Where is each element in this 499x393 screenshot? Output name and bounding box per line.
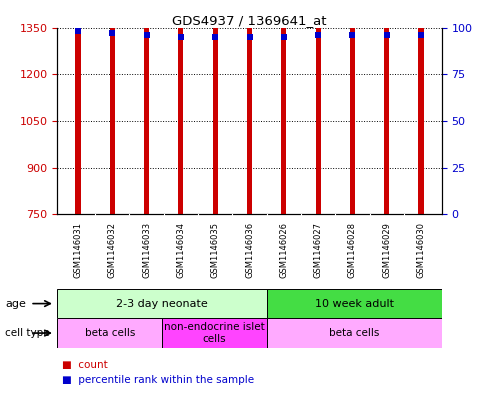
Text: GDS4937 / 1369641_at: GDS4937 / 1369641_at (172, 14, 327, 27)
Point (280, 34, 288, 40)
Text: 2-3 day neonate: 2-3 day neonate (116, 299, 208, 309)
Bar (350, 0, 355, 214)
Bar (281, 0, 286, 214)
Text: GSM1146026: GSM1146026 (279, 222, 288, 277)
Text: GSM1146036: GSM1146036 (245, 222, 254, 278)
Text: non-endocrine islet
cells: non-endocrine islet cells (164, 322, 265, 344)
Point (246, 34, 253, 40)
Bar (419, 0, 424, 214)
Bar (315, 0, 321, 214)
Point (417, 32, 425, 38)
Text: GSM1146034: GSM1146034 (176, 222, 186, 277)
Text: GSM1146033: GSM1146033 (142, 222, 151, 278)
Text: 10 week adult: 10 week adult (315, 299, 394, 309)
Text: GSM1146028: GSM1146028 (348, 222, 357, 277)
Bar (178, 0, 184, 214)
Text: GSM1146035: GSM1146035 (211, 222, 220, 277)
Bar (213, 0, 218, 214)
Point (74, 28, 82, 34)
Point (108, 30, 116, 36)
Point (211, 34, 219, 40)
Text: GSM1146029: GSM1146029 (382, 222, 391, 277)
Text: age: age (5, 299, 26, 309)
Bar (267, 289, 442, 318)
Text: GSM1146030: GSM1146030 (417, 222, 426, 277)
Text: GSM1146031: GSM1146031 (73, 222, 82, 277)
Text: ■  count: ■ count (62, 360, 108, 369)
Bar (384, 0, 389, 214)
Text: cell type: cell type (5, 328, 49, 338)
Bar (267, 318, 442, 348)
Bar (162, 318, 267, 348)
Text: beta cells: beta cells (329, 328, 379, 338)
Point (314, 32, 322, 38)
Bar (57, 289, 267, 318)
Point (348, 32, 356, 38)
Bar (75, 0, 80, 214)
Bar (57, 318, 162, 348)
Bar (247, 0, 252, 214)
Text: GSM1146032: GSM1146032 (108, 222, 117, 277)
Bar (144, 0, 149, 214)
Point (143, 32, 151, 38)
Text: ■  percentile rank within the sample: ■ percentile rank within the sample (62, 375, 254, 385)
Point (177, 34, 185, 40)
Text: beta cells: beta cells (85, 328, 135, 338)
Text: GSM1146027: GSM1146027 (313, 222, 323, 277)
Point (383, 32, 391, 38)
Bar (110, 0, 115, 214)
